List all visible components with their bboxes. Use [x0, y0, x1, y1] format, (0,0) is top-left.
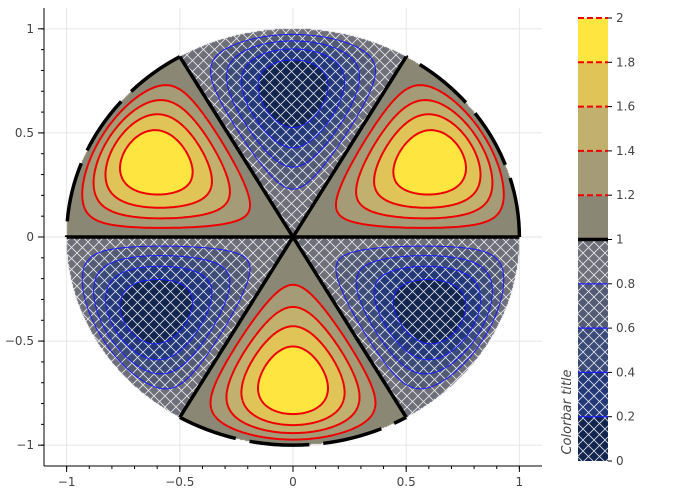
positive-lobe-boundary-3: [178, 415, 408, 447]
hatch-region-2: [66, 237, 294, 418]
contour-line-zero: [66, 55, 520, 419]
hatch-region-1: [179, 28, 407, 238]
colorbar-swatch: [578, 150, 608, 196]
colorbar-title: Colorbar title: [560, 369, 575, 454]
colorbar-tick-label: 1.2: [616, 188, 635, 202]
contour-line-low: [93, 40, 493, 375]
colorbar-tick-label: 0.8: [616, 277, 635, 291]
positive-lobe-boundary-2: [405, 55, 522, 238]
axes: −1 −0.5 0 0.5 1 −1 −0.5 0 0.5 1: [5, 8, 542, 489]
contour-line-high: [92, 99, 494, 435]
y-tick-label: −0.5: [5, 334, 34, 348]
colorbar-swatch: [578, 62, 608, 107]
positive-lobe-boundary-1: [64, 55, 181, 238]
y-tick-label: 0: [26, 230, 34, 244]
colorbar-tick-label: 1.8: [616, 55, 635, 69]
colorbar-swatch: [578, 195, 608, 240]
x-tick-label: 0: [289, 475, 297, 489]
colorbar-tick-label: 1.4: [616, 144, 635, 158]
y-tick-label: −1: [16, 438, 34, 452]
colorbar-hatch: [578, 416, 608, 461]
x-tick-label: 0.5: [397, 475, 416, 489]
colorbar-tick-label: 0: [616, 454, 624, 468]
colorbar-tick-label: 0.6: [616, 321, 635, 335]
hatch-region-3: [293, 237, 520, 418]
x-tick-label: −1: [58, 475, 76, 489]
contour-line-low: [105, 48, 481, 361]
colorbar-swatch: [578, 18, 608, 63]
colorbar-hatch: [578, 239, 608, 284]
contour-line-high: [104, 113, 482, 427]
colorbar: 0 0.2 0.4 0.6 0.8 1 1.2 1.4 1.6 1.8 2 Colorbar titl…: [560, 11, 635, 468]
contour-line-high: [81, 84, 505, 441]
contour-line-high: [119, 129, 467, 416]
colorbar-hatch: [578, 283, 608, 329]
plot-area: [44, 8, 542, 466]
colorbar-tick-label: 1: [616, 233, 624, 247]
colorbar-swatch: [578, 106, 608, 151]
x-tick-label: −0.5: [165, 475, 194, 489]
y-tick-label: 1: [26, 22, 34, 36]
colorbar-hatch: [578, 328, 608, 373]
colorbar-tick-label: 0.4: [616, 365, 635, 379]
x-tick-label: 1: [516, 475, 524, 489]
contour-line-low: [119, 59, 467, 345]
y-tick-label: 0.5: [15, 126, 34, 140]
colorbar-tick-label: 2: [616, 11, 624, 25]
colorbar-tick-label: 0.2: [616, 410, 635, 424]
contour-line-low: [81, 33, 505, 390]
colorbar-tick-label: 1.6: [616, 100, 635, 114]
colorbar-hatch: [578, 372, 608, 417]
